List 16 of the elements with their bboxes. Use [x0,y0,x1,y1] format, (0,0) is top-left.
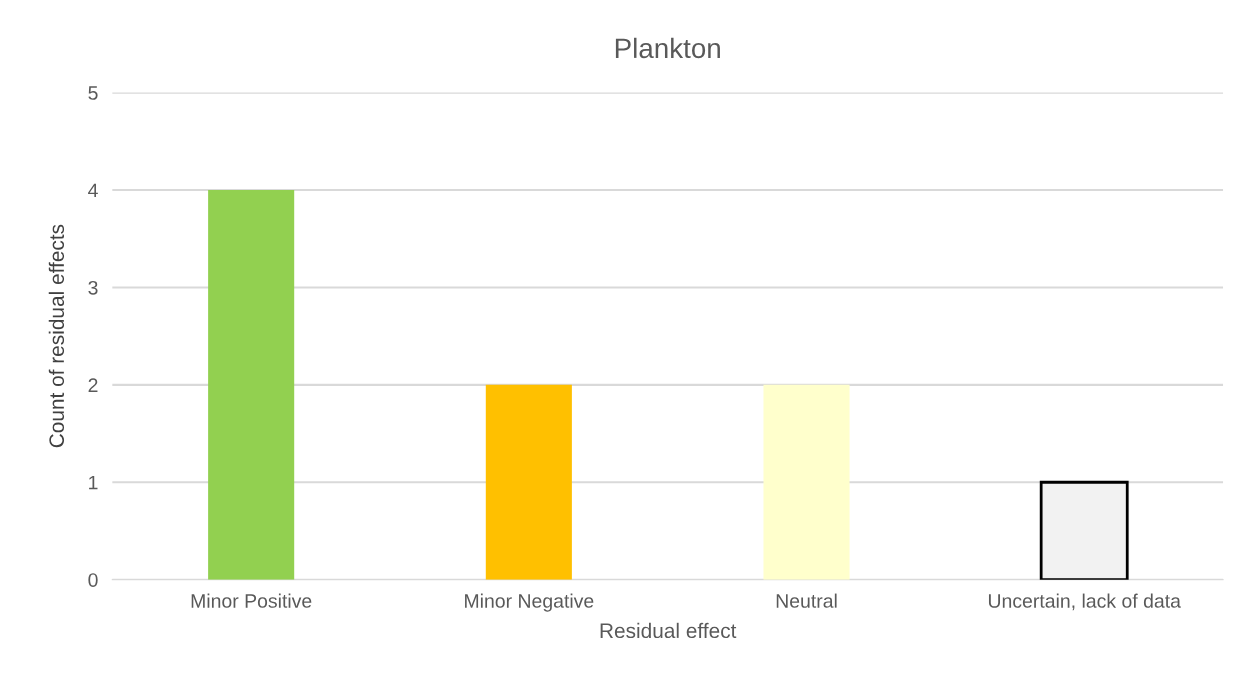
x-tick-label: Minor Positive [191,593,312,608]
chart-title: Plankton [615,37,720,59]
x-tick-label: Uncertain, lack of data [988,593,1181,611]
y-tick-label: 1 [89,475,98,490]
bar [208,190,295,580]
y-tick-label: 2 [88,378,98,392]
bar [763,384,850,580]
y-tick-label: 5 [88,86,98,100]
x-tick-label: Neutral [776,593,837,608]
x-axis-title: Residual effect [600,622,737,639]
bar [485,384,572,580]
y-axis-title: Count of residual effects [48,224,65,448]
y-tick-label: 0 [88,573,98,587]
y-tick-label: 4 [88,183,98,198]
x-tick-label: Minor Negative [465,593,594,612]
y-tick-label: 3 [88,280,98,295]
